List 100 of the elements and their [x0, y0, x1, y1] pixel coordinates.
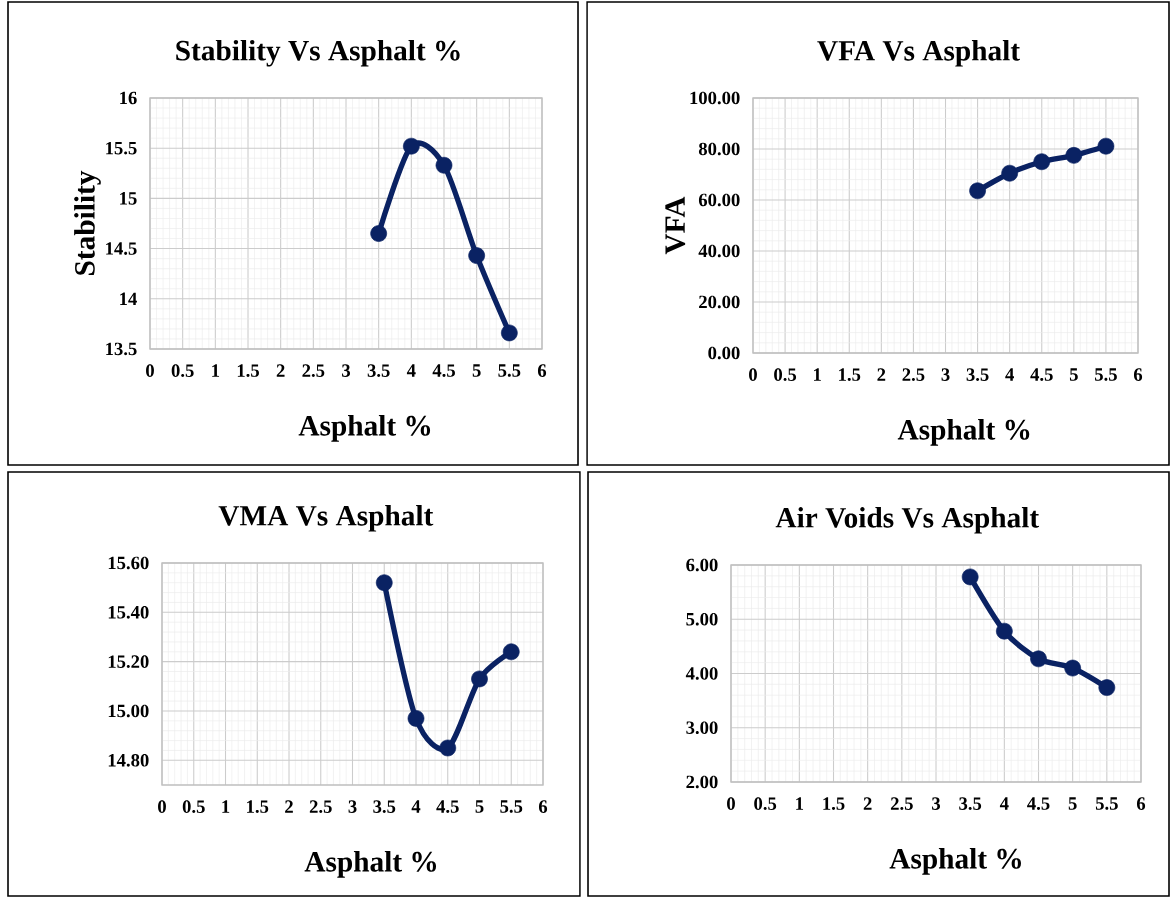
y-tick-label: 15.40	[108, 605, 149, 619]
point	[439, 739, 457, 757]
point	[1001, 164, 1019, 182]
x-axis-title: Asphalt %	[304, 851, 437, 878]
point	[1065, 147, 1083, 164]
point	[468, 247, 486, 264]
chart-title: Stability Vs Asphalt %	[176, 39, 460, 67]
x-tick-label: 4.5	[436, 800, 459, 813]
point	[500, 324, 518, 342]
x-tick-label: 4	[406, 364, 416, 377]
point	[1098, 679, 1116, 696]
x-tick-label: 6	[1133, 368, 1143, 381]
x-tick-label: 0.5	[171, 364, 194, 378]
y-tick-label: 15.5	[106, 141, 137, 155]
point	[402, 137, 420, 155]
x-tick-label: 5.5	[498, 364, 521, 377]
point	[1033, 153, 1051, 171]
y-axis-title: VFA	[665, 196, 686, 255]
y-tick-label: 0.00	[708, 346, 740, 360]
x-tick-label: 5	[472, 364, 481, 377]
x-tick-label: 6	[537, 364, 547, 377]
y-tick-label: 80.00	[698, 142, 740, 156]
y-tick-label: 4.00	[685, 667, 718, 680]
x-tick-label: 2.5	[302, 364, 325, 377]
point	[969, 182, 986, 200]
x-tick-label: 6	[538, 800, 548, 813]
x-tick-label: 3.5	[966, 368, 989, 381]
chart-title: Air Voids Vs Asphalt	[775, 507, 1040, 534]
x-tick-label: 2.5	[309, 800, 332, 813]
y-tick-label: 15.60	[108, 556, 149, 570]
point	[375, 574, 393, 592]
x-tick-label: 6	[1136, 797, 1146, 810]
point	[471, 670, 488, 688]
x-tick-label: 4	[999, 797, 1009, 810]
x-tick-label: 4.5	[1030, 368, 1053, 381]
y-tick-label: 14.80	[108, 753, 149, 767]
y-tick-label: 60.00	[698, 193, 740, 207]
y-tick-label: 5.00	[686, 612, 718, 626]
y-tick-label: 16	[120, 91, 137, 105]
x-tick-label: 1.5	[839, 368, 861, 381]
x-tick-label: 3.5	[959, 797, 982, 810]
x-tick-label: 3	[342, 364, 351, 377]
point	[1097, 137, 1115, 155]
y-tick-label: 20.00	[699, 295, 740, 309]
y-tick-label: 14.5	[106, 242, 137, 255]
x-tick-label: 4.5	[432, 364, 455, 377]
x-tick-label: 1	[222, 800, 230, 813]
x-tick-label: 4.5	[1027, 797, 1050, 810]
x-tick-label: 0.5	[754, 797, 777, 811]
point	[435, 156, 453, 174]
y-tick-label: 15	[120, 192, 137, 205]
y-tick-label: 13.5	[106, 342, 137, 356]
x-tick-label: 1.5	[823, 797, 845, 810]
x-tick-label: 1	[814, 368, 821, 381]
x-tick-label: 3	[348, 800, 357, 813]
x-tick-label: 1.5	[237, 364, 259, 377]
x-tick-label: 3.5	[373, 800, 396, 813]
x-tick-label: 5.5	[500, 800, 523, 813]
chart-title: VMA Vs Asphalt	[218, 505, 434, 532]
x-tick-label: 0	[749, 368, 757, 381]
x-tick-label: 2	[285, 800, 293, 813]
x-tick-label: 1	[212, 364, 220, 377]
y-tick-label: 6.00	[686, 558, 718, 572]
x-tick-label: 2	[276, 364, 285, 377]
point	[407, 710, 425, 727]
x-tick-label: 2	[863, 797, 872, 810]
x-tick-label: 3	[932, 797, 941, 810]
chart-title: VFA Vs Asphalt	[817, 40, 1020, 67]
x-axis-title: Asphalt %	[889, 848, 1021, 875]
x-tick-label: 5.5	[1095, 797, 1118, 810]
x-axis-title: Asphalt %	[897, 419, 1030, 446]
x-axis-title: Asphalt %	[298, 415, 431, 442]
x-tick-label: 0	[158, 800, 166, 813]
x-tick-label: 5.5	[1095, 368, 1117, 381]
y-tick-label: 40.00	[698, 244, 740, 258]
y-axis-title: Stability	[74, 170, 101, 275]
x-tick-label: 1	[796, 797, 804, 810]
point	[961, 568, 979, 586]
x-tick-label: 0.5	[182, 800, 205, 814]
point	[370, 225, 387, 242]
x-tick-label: 0	[146, 364, 154, 377]
x-tick-label: 0	[727, 797, 735, 810]
y-tick-label: 15.20	[108, 655, 149, 668]
point	[996, 622, 1013, 640]
x-tick-label: 5	[1069, 368, 1078, 381]
point	[1030, 650, 1047, 668]
point	[502, 643, 520, 661]
point	[1064, 659, 1082, 677]
x-tick-label: 2.5	[890, 797, 913, 810]
x-tick-label: 1.5	[247, 800, 269, 813]
x-tick-label: 4	[1005, 368, 1014, 381]
x-tick-label: 5	[1068, 797, 1077, 810]
x-tick-label: 3.5	[367, 364, 390, 377]
x-tick-label: 2.5	[902, 368, 925, 381]
y-tick-label: 2.00	[686, 775, 718, 789]
x-tick-label: 2	[877, 368, 886, 381]
x-tick-label: 3	[941, 368, 950, 381]
x-tick-label: 4	[411, 800, 421, 813]
y-tick-label: 100.00	[690, 91, 740, 105]
y-tick-label: 15.00	[108, 704, 149, 718]
